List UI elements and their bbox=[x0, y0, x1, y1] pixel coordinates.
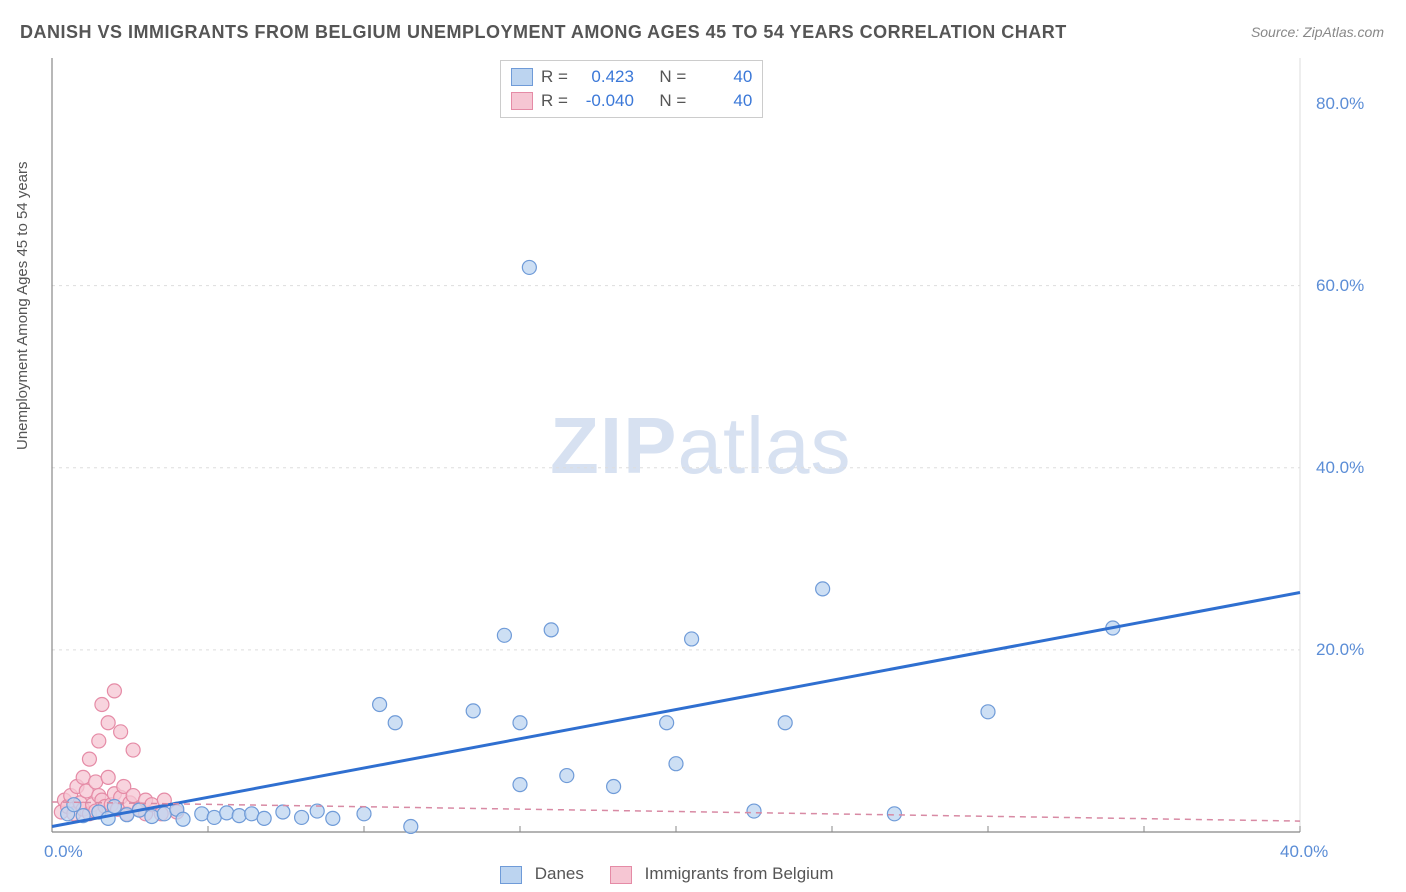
y-axis-label: Unemployment Among Ages 45 to 54 years bbox=[14, 161, 31, 450]
correlation-legend: R = 0.423 N = 40 R = -0.040 N = 40 bbox=[500, 60, 763, 118]
legend-item-belgium: Immigrants from Belgium bbox=[610, 864, 834, 884]
ytick-label: 60.0% bbox=[1316, 276, 1364, 296]
xtick-label: 40.0% bbox=[1280, 842, 1328, 862]
n-value-belgium: 40 bbox=[694, 89, 752, 113]
legend-item-danes: Danes bbox=[500, 864, 584, 884]
n-label: N = bbox=[659, 89, 686, 113]
legend-label-danes: Danes bbox=[535, 864, 584, 883]
ytick-label: 40.0% bbox=[1316, 458, 1364, 478]
r-label: R = bbox=[541, 65, 568, 89]
legend-row-danes: R = 0.423 N = 40 bbox=[511, 65, 752, 89]
chart-title: DANISH VS IMMIGRANTS FROM BELGIUM UNEMPL… bbox=[20, 22, 1067, 43]
source-label: Source: ZipAtlas.com bbox=[1251, 24, 1384, 40]
legend-row-belgium: R = -0.040 N = 40 bbox=[511, 89, 752, 113]
xtick-label: 0.0% bbox=[44, 842, 83, 862]
r-value-belgium: -0.040 bbox=[576, 89, 634, 113]
swatch-danes-icon bbox=[500, 866, 522, 884]
n-label: N = bbox=[659, 65, 686, 89]
r-value-danes: 0.423 bbox=[576, 65, 634, 89]
legend-label-belgium: Immigrants from Belgium bbox=[645, 864, 834, 883]
ytick-label: 20.0% bbox=[1316, 640, 1364, 660]
n-value-danes: 40 bbox=[694, 65, 752, 89]
swatch-danes bbox=[511, 68, 533, 86]
swatch-belgium bbox=[511, 92, 533, 110]
r-label: R = bbox=[541, 89, 568, 113]
ytick-label: 80.0% bbox=[1316, 94, 1364, 114]
swatch-belgium-icon bbox=[610, 866, 632, 884]
series-legend: Danes Immigrants from Belgium bbox=[500, 864, 834, 884]
scatter-plot bbox=[50, 56, 1302, 834]
